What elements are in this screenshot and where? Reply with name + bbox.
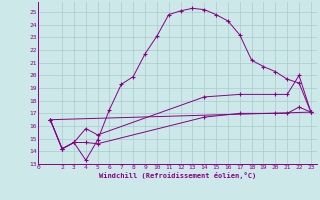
X-axis label: Windchill (Refroidissement éolien,°C): Windchill (Refroidissement éolien,°C) [99, 172, 256, 179]
